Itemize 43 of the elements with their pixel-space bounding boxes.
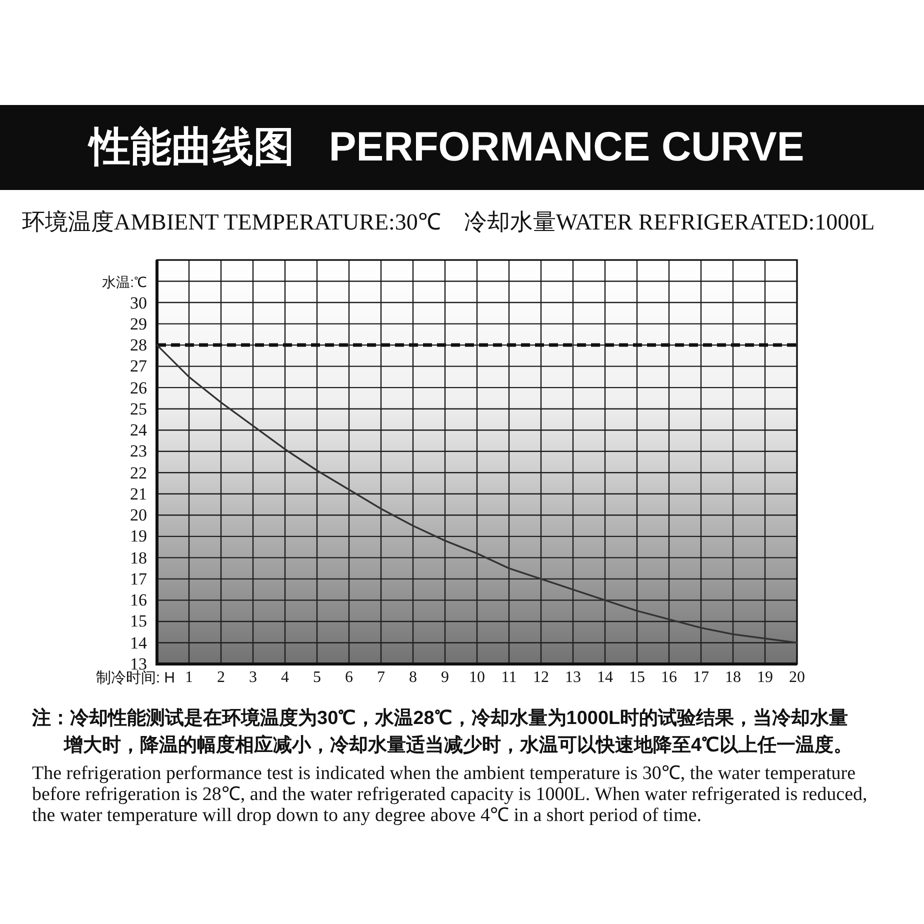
ytick-label: 19 [130, 528, 147, 545]
xtick-label: 6 [345, 670, 353, 686]
xtick-label: 14 [597, 670, 613, 686]
xtick-label: 19 [757, 670, 773, 686]
xtick-label: 2 [217, 670, 225, 686]
xtick-label: 9 [441, 670, 449, 686]
ylabel: 水温:℃ [102, 275, 147, 289]
ytick-label: 16 [130, 592, 147, 609]
ytick-label: 14 [130, 634, 147, 652]
ytick-label: 25 [130, 400, 147, 418]
xtick-label: 4 [281, 670, 289, 686]
ytick-label: 15 [130, 612, 147, 630]
ytick-label: 23 [130, 442, 147, 460]
subtitle: 环境温度AMBIENT TEMPERATURE:30℃ 冷却水量WATER REFRIGERATED:1000L [22, 210, 875, 234]
ytick-label: 27 [130, 358, 147, 375]
annotation: 注：冷却性能测试是在环境温度为30℃，水温28℃，冷却水量为1000L时的试验结果，当冷却水量增大时，降温的幅度相应减小，冷却水量适当减少时，水温可以快速地降至4℃以上任一温度。 [32, 706, 854, 758]
xtick-label: 11 [501, 670, 517, 686]
ytick-label: 26 [130, 379, 147, 396]
ytick-label: 21 [130, 485, 147, 502]
xtick-label: 5 [313, 670, 321, 686]
xlabel: 制冷时间: H [96, 670, 175, 686]
xtick-label: 1 [185, 670, 193, 686]
xtick-label: 20 [789, 670, 805, 686]
ytick-label: 28 [130, 336, 147, 354]
ytick-label: 22 [130, 464, 147, 482]
title: 性能曲线图 PERFORMANCE CURVE [90, 126, 804, 168]
ytick-label: 30 [130, 294, 147, 312]
xtick-label: 18 [725, 670, 741, 686]
xtick-label: 7 [377, 670, 385, 686]
xtick-label: 17 [693, 670, 709, 686]
xtick-label: 13 [565, 670, 581, 686]
xtick-label: 16 [661, 670, 677, 686]
ytick-label: 20 [130, 506, 147, 524]
ytick-label: 17 [130, 570, 147, 588]
xtick-label: 3 [249, 670, 257, 686]
ytick-label: 29 [130, 315, 147, 332]
xtick-label: 12 [533, 670, 549, 686]
xtick-label: 8 [409, 670, 417, 686]
xtick-label: 10 [469, 670, 485, 686]
xtick-label: 15 [629, 670, 645, 686]
ytick-label: 24 [130, 422, 147, 439]
ytick-label: 18 [130, 549, 147, 566]
annotation: The refrigeration performance test is indicated when the ambient temperature is 30℃, the water temperature before refrigeration is 28℃, and the water refrigerated capacity is 1000L. When water refrigerated is reduced, the water temperature will drop down to any degree above 4℃ in a short period of time. [32, 763, 868, 826]
